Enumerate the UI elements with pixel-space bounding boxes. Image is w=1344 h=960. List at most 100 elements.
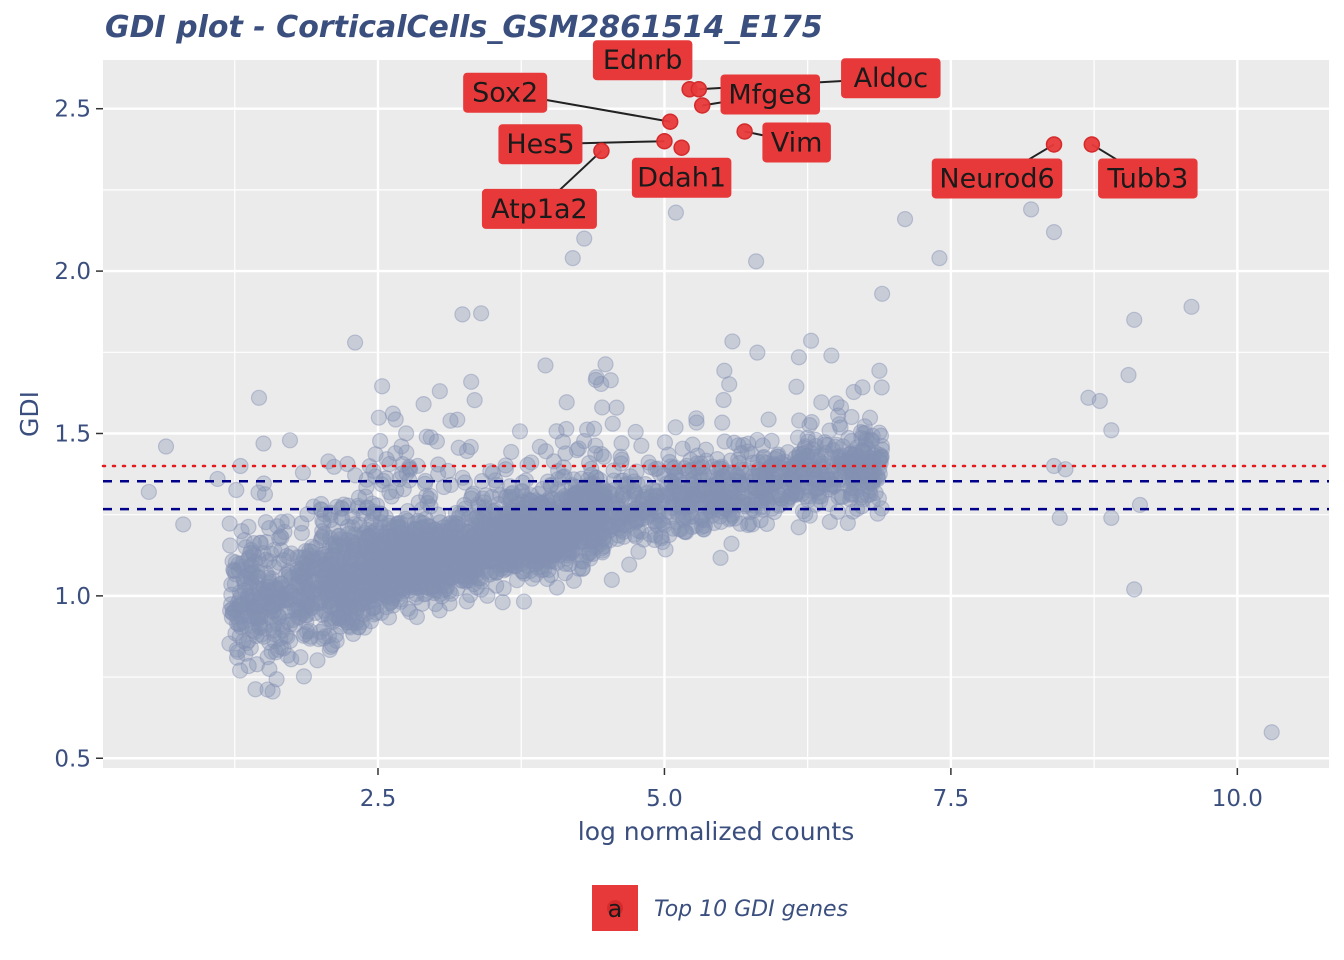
gene-point (443, 527, 460, 544)
gene-point (383, 593, 401, 610)
gene-point (529, 554, 546, 571)
gene-point (507, 558, 524, 575)
gene-point (605, 498, 622, 516)
gene-point (292, 649, 309, 666)
gene-point (605, 462, 622, 479)
gene-point (406, 562, 424, 580)
gene-point (537, 544, 554, 562)
gene-point (438, 563, 455, 580)
gene-point (842, 486, 860, 503)
gene-point (279, 513, 296, 530)
gene-point (790, 349, 808, 366)
gene-point (530, 547, 547, 565)
gene-point (753, 480, 770, 497)
gene-point (554, 433, 571, 450)
gene-point (570, 519, 587, 536)
gene-point (283, 545, 300, 562)
gene-point (555, 519, 573, 536)
gene-point (609, 492, 626, 509)
gene-point (431, 602, 448, 619)
gene-point (630, 511, 648, 528)
gene-point (610, 527, 627, 544)
gene-point (793, 475, 810, 492)
gene-point (322, 638, 339, 656)
gene-point (824, 441, 842, 459)
gene-point (854, 453, 871, 471)
gene-point (364, 539, 381, 557)
gene-point (450, 542, 467, 559)
gene-point (707, 489, 724, 507)
gene-point (755, 449, 772, 467)
gene-point (246, 553, 263, 570)
gene-point (454, 306, 471, 323)
gene-point (406, 569, 423, 586)
gene-point (450, 527, 467, 544)
gene-point (852, 423, 870, 441)
gene-point (646, 513, 663, 530)
gene-point (433, 522, 450, 539)
gene-point (542, 527, 559, 544)
gene-point (478, 549, 495, 566)
gene-point (272, 589, 289, 606)
gene-point (293, 524, 310, 542)
gene-point (415, 542, 432, 560)
gene-point (527, 492, 544, 509)
gene-point (533, 550, 550, 567)
gene-point (552, 492, 569, 509)
gene-point (347, 586, 364, 603)
gene-point (288, 601, 306, 618)
gene-point (390, 575, 407, 593)
gene-point (325, 568, 343, 586)
gene-point (252, 609, 269, 626)
gene-point (443, 547, 460, 564)
gene-point (243, 594, 261, 611)
gene-point (548, 522, 565, 539)
gene-point (779, 444, 797, 461)
gene-point (854, 441, 871, 459)
gene-point (601, 518, 618, 535)
gene-point (582, 510, 600, 527)
gene-point (527, 566, 544, 583)
gene-point (240, 551, 257, 568)
gene-point (330, 537, 347, 554)
gene-point (280, 562, 297, 580)
gene-point (582, 466, 600, 484)
legend-label: Top 10 GDI genes (654, 897, 848, 922)
gene-point (410, 559, 427, 576)
gene-point (569, 487, 586, 504)
gene-point (501, 544, 519, 561)
gene-point (385, 559, 402, 577)
gene-point (563, 523, 580, 540)
gene-point (725, 471, 743, 488)
gene-point (520, 521, 537, 539)
gene-point (754, 492, 771, 509)
gene-point (282, 594, 299, 611)
gene-point (402, 531, 419, 549)
gene-point (667, 419, 684, 436)
gene-point (565, 572, 582, 589)
gene-point (340, 578, 357, 595)
gene-point (591, 510, 609, 527)
gene-point (321, 641, 338, 658)
gene-point (242, 598, 260, 616)
gene-point (320, 582, 337, 600)
gene-point (688, 414, 705, 431)
gene-point (373, 558, 390, 575)
gene-point (515, 487, 532, 505)
gene-point (529, 555, 546, 572)
gene-point (410, 553, 427, 570)
gene-point (307, 539, 324, 556)
gene-point (459, 523, 476, 541)
gene-point (497, 515, 515, 532)
gene-point (716, 362, 733, 379)
gene-point (422, 528, 439, 545)
gene-point (299, 563, 317, 580)
gene-point (697, 441, 715, 458)
gene-point (560, 547, 577, 564)
gene-point (593, 522, 610, 540)
gene-point (430, 554, 447, 571)
gene-point (356, 529, 373, 546)
gene-point (813, 394, 830, 411)
gene-point (633, 437, 650, 454)
gene-point (323, 612, 340, 629)
